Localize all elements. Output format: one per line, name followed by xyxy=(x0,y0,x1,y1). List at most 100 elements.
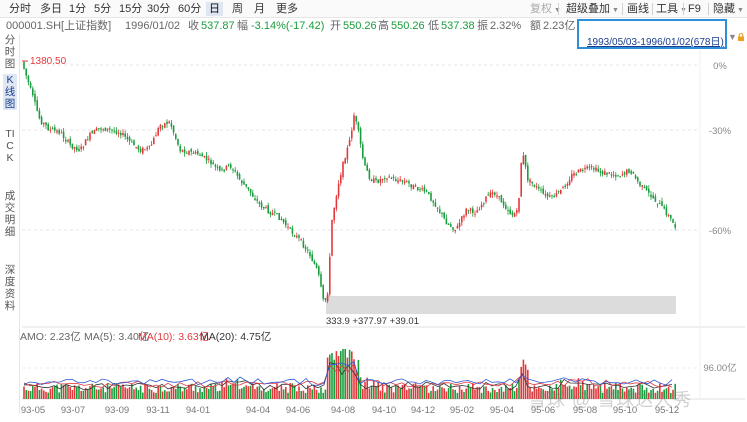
candle-body xyxy=(615,175,617,177)
candle-body xyxy=(435,202,437,206)
volume-bar xyxy=(155,393,157,399)
candle-body xyxy=(50,130,52,131)
volume-bar xyxy=(325,390,327,399)
x-tick-label: 93-07 xyxy=(61,405,85,416)
volume-bar xyxy=(281,385,283,399)
candle-body xyxy=(32,88,34,95)
volume-bar xyxy=(87,389,89,399)
candle-body xyxy=(589,167,591,168)
volume-bar xyxy=(96,389,98,399)
candle-body xyxy=(514,214,516,217)
candle-body xyxy=(639,182,641,186)
candle-body xyxy=(512,212,514,215)
candle-body xyxy=(276,213,278,214)
x-tick-label: 93-11 xyxy=(146,405,170,416)
candle-body xyxy=(604,171,606,175)
candle-body xyxy=(283,219,285,222)
candle-body xyxy=(454,230,456,231)
volume-bar xyxy=(397,385,399,399)
candle-body xyxy=(606,173,608,175)
volume-bar xyxy=(232,383,234,399)
candle-body xyxy=(571,174,573,181)
candle-body xyxy=(575,174,577,175)
candle-body xyxy=(305,247,307,250)
candle-body xyxy=(285,220,287,225)
candle-body xyxy=(256,199,258,201)
volume-bar xyxy=(118,384,120,399)
volume-bar xyxy=(65,384,67,399)
volume-bar xyxy=(393,392,395,399)
volume-bar xyxy=(32,385,34,399)
volume-bar xyxy=(283,389,285,399)
x-tick-label: 94-10 xyxy=(372,405,396,416)
date-range-text[interactable]: 1993/05/03-1996/01/02(678日) xyxy=(587,33,724,48)
candle-body xyxy=(107,129,109,130)
volume-bar xyxy=(98,390,100,399)
volume-bar xyxy=(465,388,467,399)
candle-body xyxy=(124,133,126,136)
volume-bar xyxy=(197,392,199,399)
candle-body xyxy=(545,194,547,195)
volume-bar xyxy=(102,387,104,399)
volume-bar xyxy=(157,387,159,399)
volume-bar xyxy=(318,393,320,399)
date-range-selector[interactable]: 1993/05/03-1996/01/02(678日) xyxy=(577,19,727,49)
candle-body xyxy=(410,184,412,187)
candle-body xyxy=(254,199,256,200)
candle-body xyxy=(241,181,243,184)
volume-bar xyxy=(364,382,366,399)
candle-body xyxy=(182,150,184,152)
candle-body xyxy=(162,126,164,127)
lock-icon[interactable] xyxy=(737,33,745,41)
volume-bar xyxy=(327,358,329,399)
volume-bar xyxy=(494,390,496,399)
volume-bar xyxy=(276,384,278,399)
candle-body xyxy=(547,194,549,197)
candle-body xyxy=(278,213,280,220)
volume-bar xyxy=(316,390,318,399)
candle-body xyxy=(333,208,335,221)
candle-body xyxy=(421,188,423,189)
volume-bar xyxy=(69,387,71,399)
candle-body xyxy=(650,195,652,198)
candle-body xyxy=(252,193,254,197)
candle-body xyxy=(628,169,630,173)
candle-body xyxy=(149,146,151,147)
candle-body xyxy=(259,202,261,204)
candle-body xyxy=(230,164,232,167)
volume-bar xyxy=(483,386,485,399)
candle-body xyxy=(307,250,309,251)
candle-body xyxy=(362,144,364,158)
candle-body xyxy=(424,187,426,191)
dropdown-triangle-icon[interactable]: ▼ xyxy=(728,32,737,42)
volume-bar xyxy=(94,386,96,399)
volume-bar xyxy=(443,388,445,399)
volume-bar xyxy=(391,387,393,399)
candle-body xyxy=(338,184,340,197)
volume-bar xyxy=(470,388,472,399)
candle-body xyxy=(443,213,445,218)
candle-body xyxy=(582,170,584,171)
volume-bar xyxy=(43,390,45,399)
volume-bar xyxy=(375,386,377,399)
candle-body xyxy=(556,193,558,196)
volume-bar xyxy=(250,386,252,399)
volume-bar xyxy=(50,389,52,399)
candle-body xyxy=(402,180,404,181)
volume-bar xyxy=(105,392,107,399)
candle-body xyxy=(151,145,153,146)
candle-body xyxy=(380,179,382,183)
candle-body xyxy=(43,123,45,124)
candle-body xyxy=(626,170,628,175)
volume-bar xyxy=(347,358,349,399)
volume-bar xyxy=(272,388,274,399)
candle-body xyxy=(232,169,234,170)
volume-bar xyxy=(408,388,410,399)
candle-body xyxy=(611,174,613,175)
candle-body xyxy=(646,186,648,190)
candle-body xyxy=(138,146,140,150)
candle-body xyxy=(83,147,85,148)
volume-bar xyxy=(415,383,417,399)
volume-bar xyxy=(507,388,509,399)
